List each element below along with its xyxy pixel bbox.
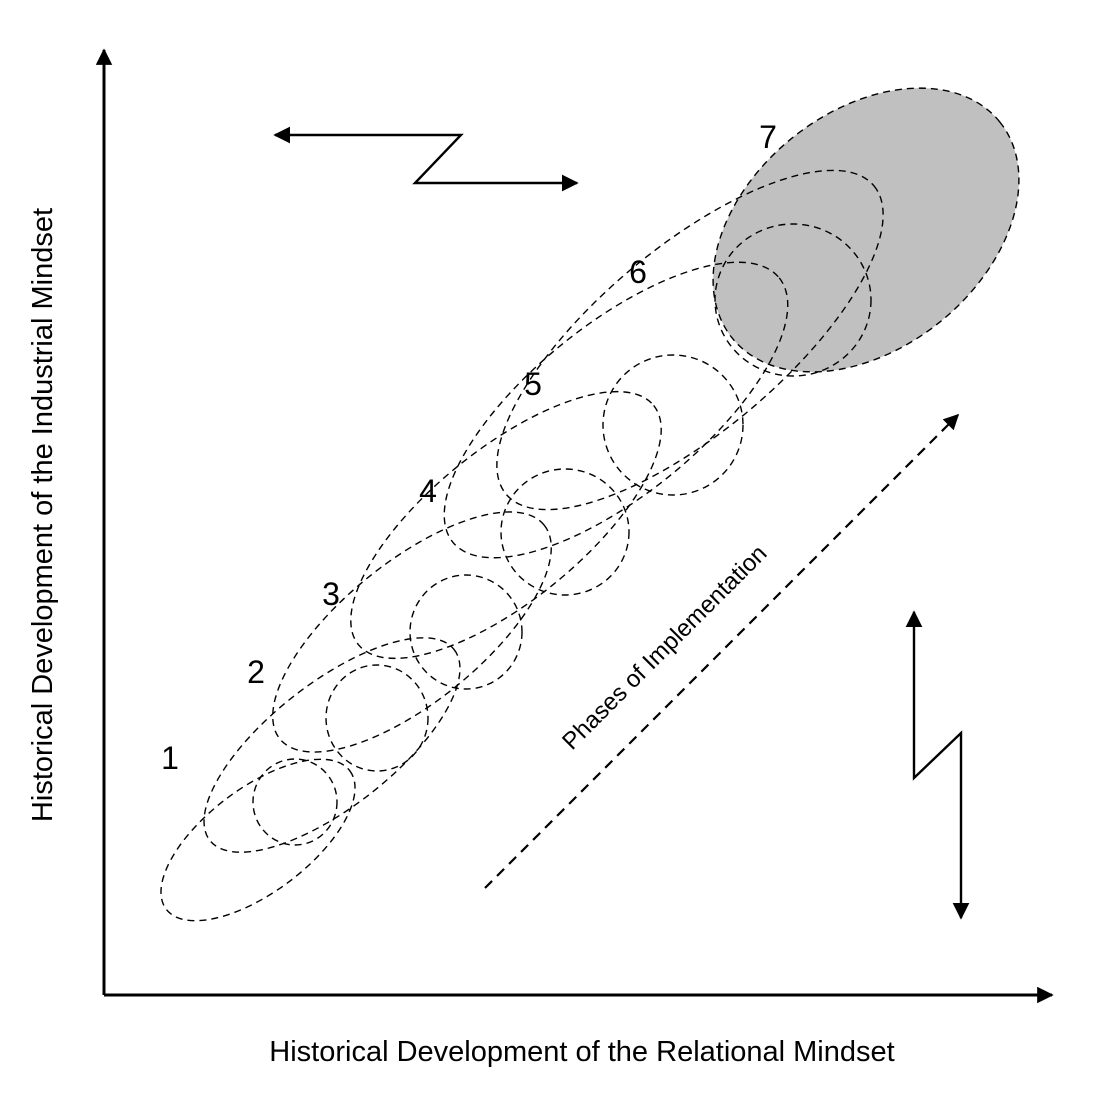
phase-1-envelope (160, 758, 356, 922)
phase-label-6: 6 (629, 254, 647, 290)
phase-3-envelope (272, 511, 552, 753)
phases-of-implementation-label: Phases of Implementation (557, 540, 772, 755)
phase-label-2: 2 (247, 654, 265, 690)
phase-5-core (602, 354, 744, 496)
phase-4-envelope (350, 390, 662, 660)
phase-6-envelope (496, 169, 884, 511)
phase-7-ellipse (712, 87, 1020, 373)
phase-2-envelope (203, 637, 461, 853)
implementation-direction-arrow (484, 413, 960, 889)
phase-4-core (500, 468, 630, 596)
vertical-zigzag-arrow (905, 610, 970, 920)
phase-3-core (409, 574, 523, 690)
phase-1-core (252, 758, 338, 846)
x-axis-title: Historical Development of the Relational… (269, 1036, 894, 1068)
y-axis-title: Historical Development of the Industrial… (27, 208, 59, 822)
phase-label-1: 1 (161, 740, 179, 776)
phase-2-core (325, 664, 429, 772)
phase-label-7: 7 (759, 119, 777, 155)
horizontal-zigzag-arrow (273, 126, 579, 192)
phase-6-core (714, 223, 872, 377)
phase-label-5: 5 (524, 366, 542, 402)
phase-label-4: 4 (419, 473, 437, 509)
phase-label-3: 3 (322, 576, 340, 612)
